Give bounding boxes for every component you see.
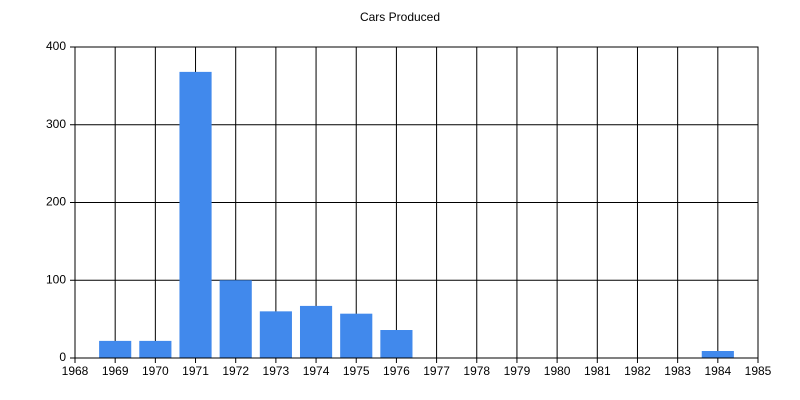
y-tick-label: 200 — [46, 195, 66, 209]
bar — [701, 351, 734, 358]
x-tick-label: 1971 — [182, 364, 209, 378]
bar — [179, 71, 212, 358]
x-tick-label: 1977 — [423, 364, 450, 378]
x-tick-label: 1980 — [544, 364, 571, 378]
chart-title: Cars Produced — [360, 10, 440, 24]
bar — [219, 280, 252, 358]
x-tick-label: 1974 — [303, 364, 330, 378]
x-tick-label: 1976 — [383, 364, 410, 378]
bar — [259, 311, 292, 358]
x-tick-label: 1969 — [102, 364, 129, 378]
x-tick-label: 1979 — [504, 364, 531, 378]
x-tick-label: 1968 — [62, 364, 89, 378]
plot-border — [74, 46, 759, 359]
bar — [299, 305, 333, 358]
y-tick-label: 100 — [46, 272, 66, 286]
x-tick-label: 1984 — [704, 364, 731, 378]
bar — [139, 340, 172, 358]
y-tick-label: 0 — [59, 350, 66, 364]
y-tick-label: 400 — [46, 39, 66, 53]
x-tick-label: 1972 — [222, 364, 249, 378]
x-tick-label: 1975 — [343, 364, 370, 378]
x-tick-label: 1985 — [745, 364, 772, 378]
x-tick-label: 1983 — [664, 364, 691, 378]
x-tick-label: 1970 — [142, 364, 169, 378]
x-tick-label: 1982 — [624, 364, 651, 378]
x-tick-label: 1978 — [463, 364, 490, 378]
bar — [340, 313, 373, 358]
bar — [380, 330, 413, 358]
x-tick-label: 1973 — [263, 364, 290, 378]
y-tick-label: 300 — [46, 117, 66, 131]
x-tick-label: 1981 — [584, 364, 611, 378]
bar — [99, 340, 132, 358]
